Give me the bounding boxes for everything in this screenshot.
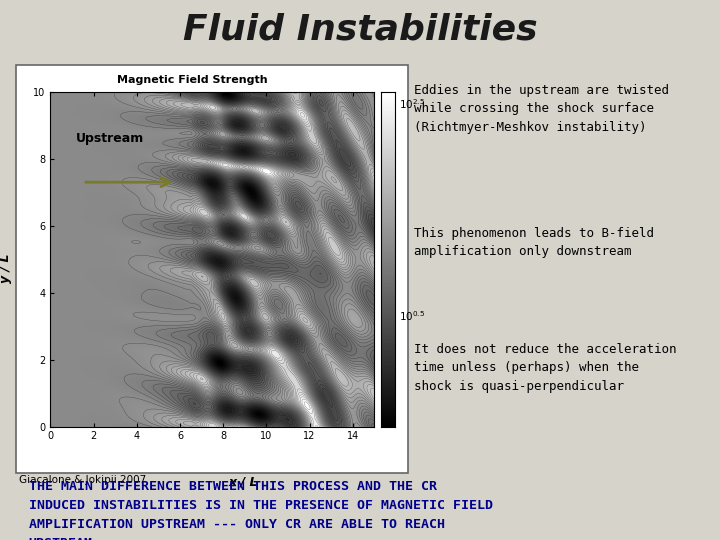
Text: It does not reduce the acceleration
time unless (perhaps) when the
shock is quas: It does not reduce the acceleration time… <box>414 343 677 393</box>
Text: y / L: y / L <box>0 254 12 284</box>
Text: THE MAIN DIFFERENCE BETWEEN THIS PROCESS AND THE CR
INDUCED INSTABILITIES IS IN : THE MAIN DIFFERENCE BETWEEN THIS PROCESS… <box>29 480 492 540</box>
Text: Giacalone & Jokipii 2007: Giacalone & Jokipii 2007 <box>19 475 147 485</box>
Text: Upstream: Upstream <box>76 132 145 145</box>
Text: Eddies in the upstream are twisted
while crossing the shock surface
(Richtmyer-M: Eddies in the upstream are twisted while… <box>414 84 669 134</box>
Text: This phenomenon leads to B-field
amplification only downstream: This phenomenon leads to B-field amplifi… <box>414 227 654 258</box>
Bar <box>16 65 408 472</box>
Text: Fluid Instabilities: Fluid Instabilities <box>183 13 537 46</box>
Text: Magnetic Field Strength: Magnetic Field Strength <box>117 75 268 85</box>
Text: $10^{2.5}$: $10^{2.5}$ <box>399 97 425 111</box>
Text: $10^{0.5}$: $10^{0.5}$ <box>399 309 425 323</box>
Text: x / L: x / L <box>229 475 258 488</box>
